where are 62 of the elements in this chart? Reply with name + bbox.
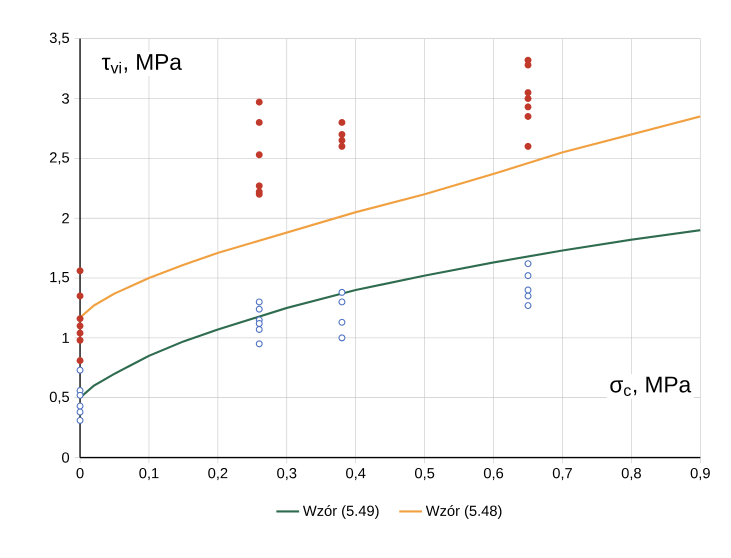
x-tick-label: 0,6	[484, 468, 504, 480]
point	[76, 268, 84, 275]
y-tick-label: 1	[62, 333, 69, 344]
point	[524, 113, 532, 120]
y-tick-label: 3	[62, 94, 69, 104]
x-tick-label: 0	[76, 468, 84, 479]
point	[338, 298, 346, 306]
point	[256, 340, 263, 348]
point	[76, 322, 84, 330]
point	[256, 98, 263, 106]
point	[256, 119, 263, 126]
point	[256, 182, 263, 190]
y-axis-title: τ$_{vi}$, MPa	[102, 54, 182, 74]
point	[338, 319, 346, 326]
point	[256, 326, 263, 334]
point	[524, 95, 532, 102]
x-tick-label: 0,7	[552, 468, 572, 480]
point	[256, 298, 263, 306]
point	[76, 417, 84, 424]
point	[338, 131, 346, 138]
point	[338, 137, 346, 144]
point	[524, 89, 532, 96]
legend-label: Wzór (5.48)	[426, 505, 502, 520]
legend-label: Wzór (5.49)	[302, 505, 379, 520]
x-tick-label: 0,2	[208, 468, 228, 480]
point	[524, 143, 532, 150]
point	[76, 366, 84, 374]
x-tick-label: 0,1	[139, 468, 158, 480]
point	[76, 315, 84, 322]
point	[524, 286, 532, 294]
point	[338, 334, 346, 342]
y-tick-label: 2,5	[50, 152, 70, 165]
y-tick-label: 3,5	[50, 32, 70, 45]
x-tick-label: 0,8	[622, 468, 641, 480]
point	[524, 104, 532, 111]
point	[76, 336, 84, 344]
x-tick-label: 0,9	[690, 468, 710, 480]
point	[524, 260, 532, 268]
x-tick-label: 0,5	[415, 468, 434, 480]
x-tick-label: 0,4	[346, 468, 366, 480]
x-tick-label: 0,3	[277, 468, 296, 480]
point	[76, 292, 84, 300]
point	[524, 62, 532, 69]
point	[256, 152, 263, 158]
point	[338, 289, 346, 296]
point	[256, 320, 263, 328]
y-tick-label: 1,5	[50, 272, 70, 284]
point	[524, 272, 532, 280]
x-axis-title: σ$_{c}$, MPa	[610, 376, 692, 396]
y-tick-label: 0	[62, 452, 70, 463]
point	[76, 408, 84, 416]
y-tick-label: 2	[62, 213, 69, 224]
y-tick-label: 0,5	[50, 392, 70, 404]
point	[524, 302, 532, 310]
point	[524, 292, 532, 300]
point	[76, 330, 84, 337]
point	[76, 392, 84, 399]
point	[76, 402, 84, 410]
point	[256, 306, 263, 313]
point	[338, 119, 346, 126]
point	[338, 143, 346, 150]
point	[76, 357, 84, 364]
